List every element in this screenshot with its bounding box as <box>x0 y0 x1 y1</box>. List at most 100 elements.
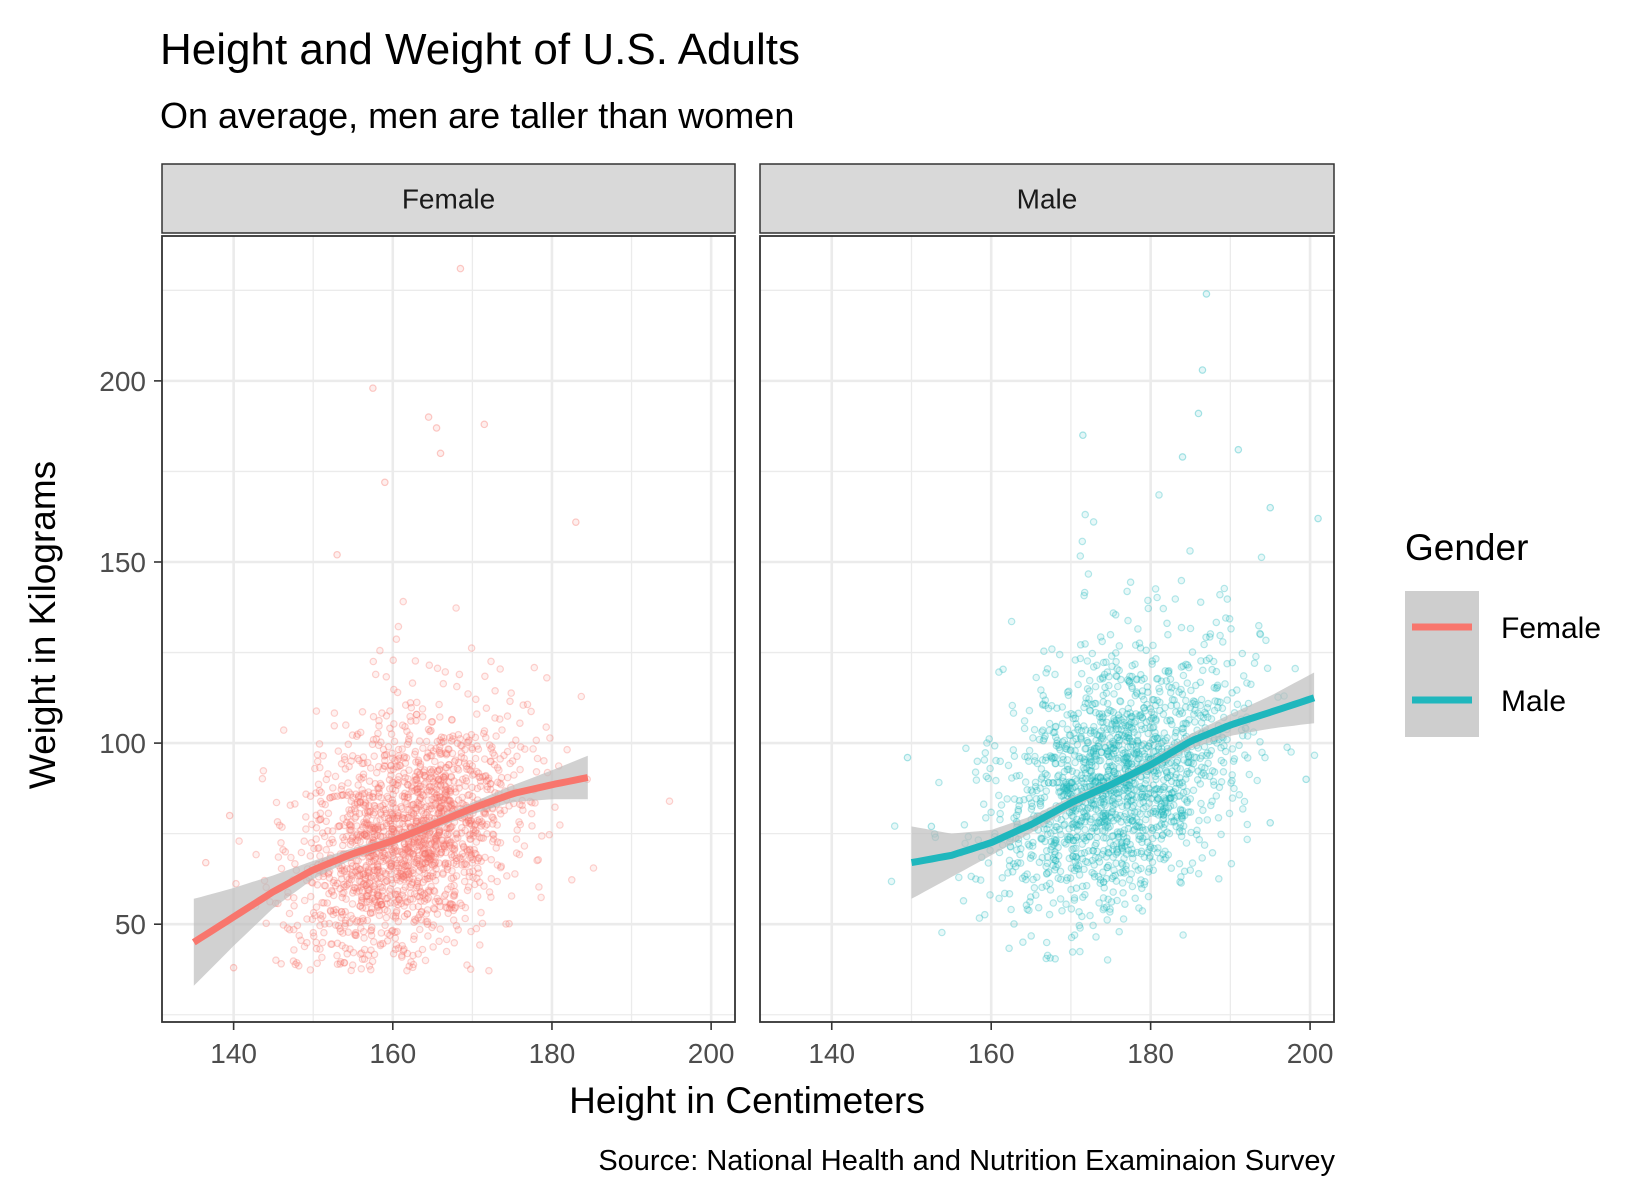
data-point <box>427 882 435 891</box>
data-point <box>441 782 450 791</box>
data-point <box>472 826 480 835</box>
x-tick-label: 180 <box>1127 1038 1174 1069</box>
data-point <box>567 875 576 884</box>
data-point <box>359 770 368 779</box>
data-point <box>395 863 403 872</box>
data-point <box>395 895 403 904</box>
data-point <box>421 859 430 867</box>
data-point <box>1140 674 1149 683</box>
data-point <box>1062 778 1070 787</box>
data-point <box>1208 848 1217 857</box>
data-point <box>1266 818 1275 827</box>
data-point <box>343 949 352 958</box>
data-point <box>391 890 400 898</box>
data-point <box>466 835 474 843</box>
data-point <box>365 777 374 786</box>
data-point <box>463 886 472 895</box>
data-point <box>458 840 467 848</box>
data-point <box>1155 766 1164 774</box>
data-point <box>503 712 512 720</box>
data-point <box>409 809 418 818</box>
data-point <box>347 836 355 845</box>
data-point <box>1230 784 1238 793</box>
data-point <box>998 873 1007 882</box>
data-point <box>473 742 481 750</box>
data-point <box>401 894 409 902</box>
data-point <box>402 861 411 870</box>
data-point <box>488 837 497 846</box>
data-point <box>1166 716 1174 724</box>
data-point <box>1227 859 1236 868</box>
data-point <box>1093 773 1102 782</box>
data-point <box>361 875 370 883</box>
data-point <box>357 826 365 834</box>
data-point <box>278 823 286 831</box>
data-point <box>477 817 486 826</box>
data-point <box>351 930 359 939</box>
data-point <box>1171 595 1180 603</box>
data-point <box>1162 766 1170 775</box>
data-point <box>401 773 410 782</box>
data-point <box>418 945 427 954</box>
data-point <box>419 810 428 819</box>
data-point <box>431 800 439 809</box>
data-point <box>350 883 359 892</box>
data-point <box>341 907 350 916</box>
data-point <box>445 904 454 913</box>
data-point <box>447 801 456 810</box>
data-point <box>435 742 444 751</box>
data-point <box>392 908 401 917</box>
data-point <box>379 764 387 773</box>
data-point <box>328 940 336 948</box>
data-point <box>334 822 342 831</box>
data-point <box>1075 871 1084 879</box>
data-point <box>339 833 347 842</box>
data-point <box>374 729 382 738</box>
data-point <box>1020 795 1028 804</box>
data-point <box>456 264 465 273</box>
data-point <box>333 792 342 801</box>
data-point <box>312 944 321 953</box>
data-point <box>429 765 438 774</box>
data-point <box>386 724 394 733</box>
data-point <box>416 760 425 768</box>
data-point <box>405 838 413 847</box>
data-point <box>445 745 453 754</box>
data-point <box>386 816 395 825</box>
data-point <box>389 912 398 920</box>
data-point <box>375 911 384 920</box>
data-point <box>392 906 401 915</box>
data-point <box>996 815 1004 824</box>
data-point <box>1096 633 1105 641</box>
data-point <box>466 835 475 843</box>
data-point <box>301 813 310 821</box>
data-point <box>310 764 319 773</box>
data-point <box>1223 595 1232 603</box>
data-point <box>1051 670 1059 679</box>
data-point <box>416 794 425 803</box>
data-point <box>1015 771 1024 780</box>
data-point <box>376 815 384 824</box>
data-point <box>427 804 436 813</box>
data-point <box>345 875 354 883</box>
data-point <box>481 853 489 862</box>
data-point <box>440 775 448 784</box>
data-point <box>507 892 516 900</box>
data-point <box>1144 892 1153 901</box>
data-point <box>377 900 386 909</box>
data-point <box>1302 775 1310 784</box>
data-point <box>1005 944 1013 953</box>
data-point <box>455 853 464 862</box>
data-point <box>480 420 489 429</box>
data-point <box>1243 835 1252 844</box>
data-point <box>314 780 323 789</box>
data-point <box>434 809 442 818</box>
y-tick-label: 50 <box>115 909 146 940</box>
data-point <box>1197 695 1206 704</box>
data-point <box>341 765 350 773</box>
data-point <box>283 924 292 932</box>
data-point <box>373 822 382 830</box>
data-point <box>1314 514 1322 523</box>
data-point <box>1070 819 1079 827</box>
